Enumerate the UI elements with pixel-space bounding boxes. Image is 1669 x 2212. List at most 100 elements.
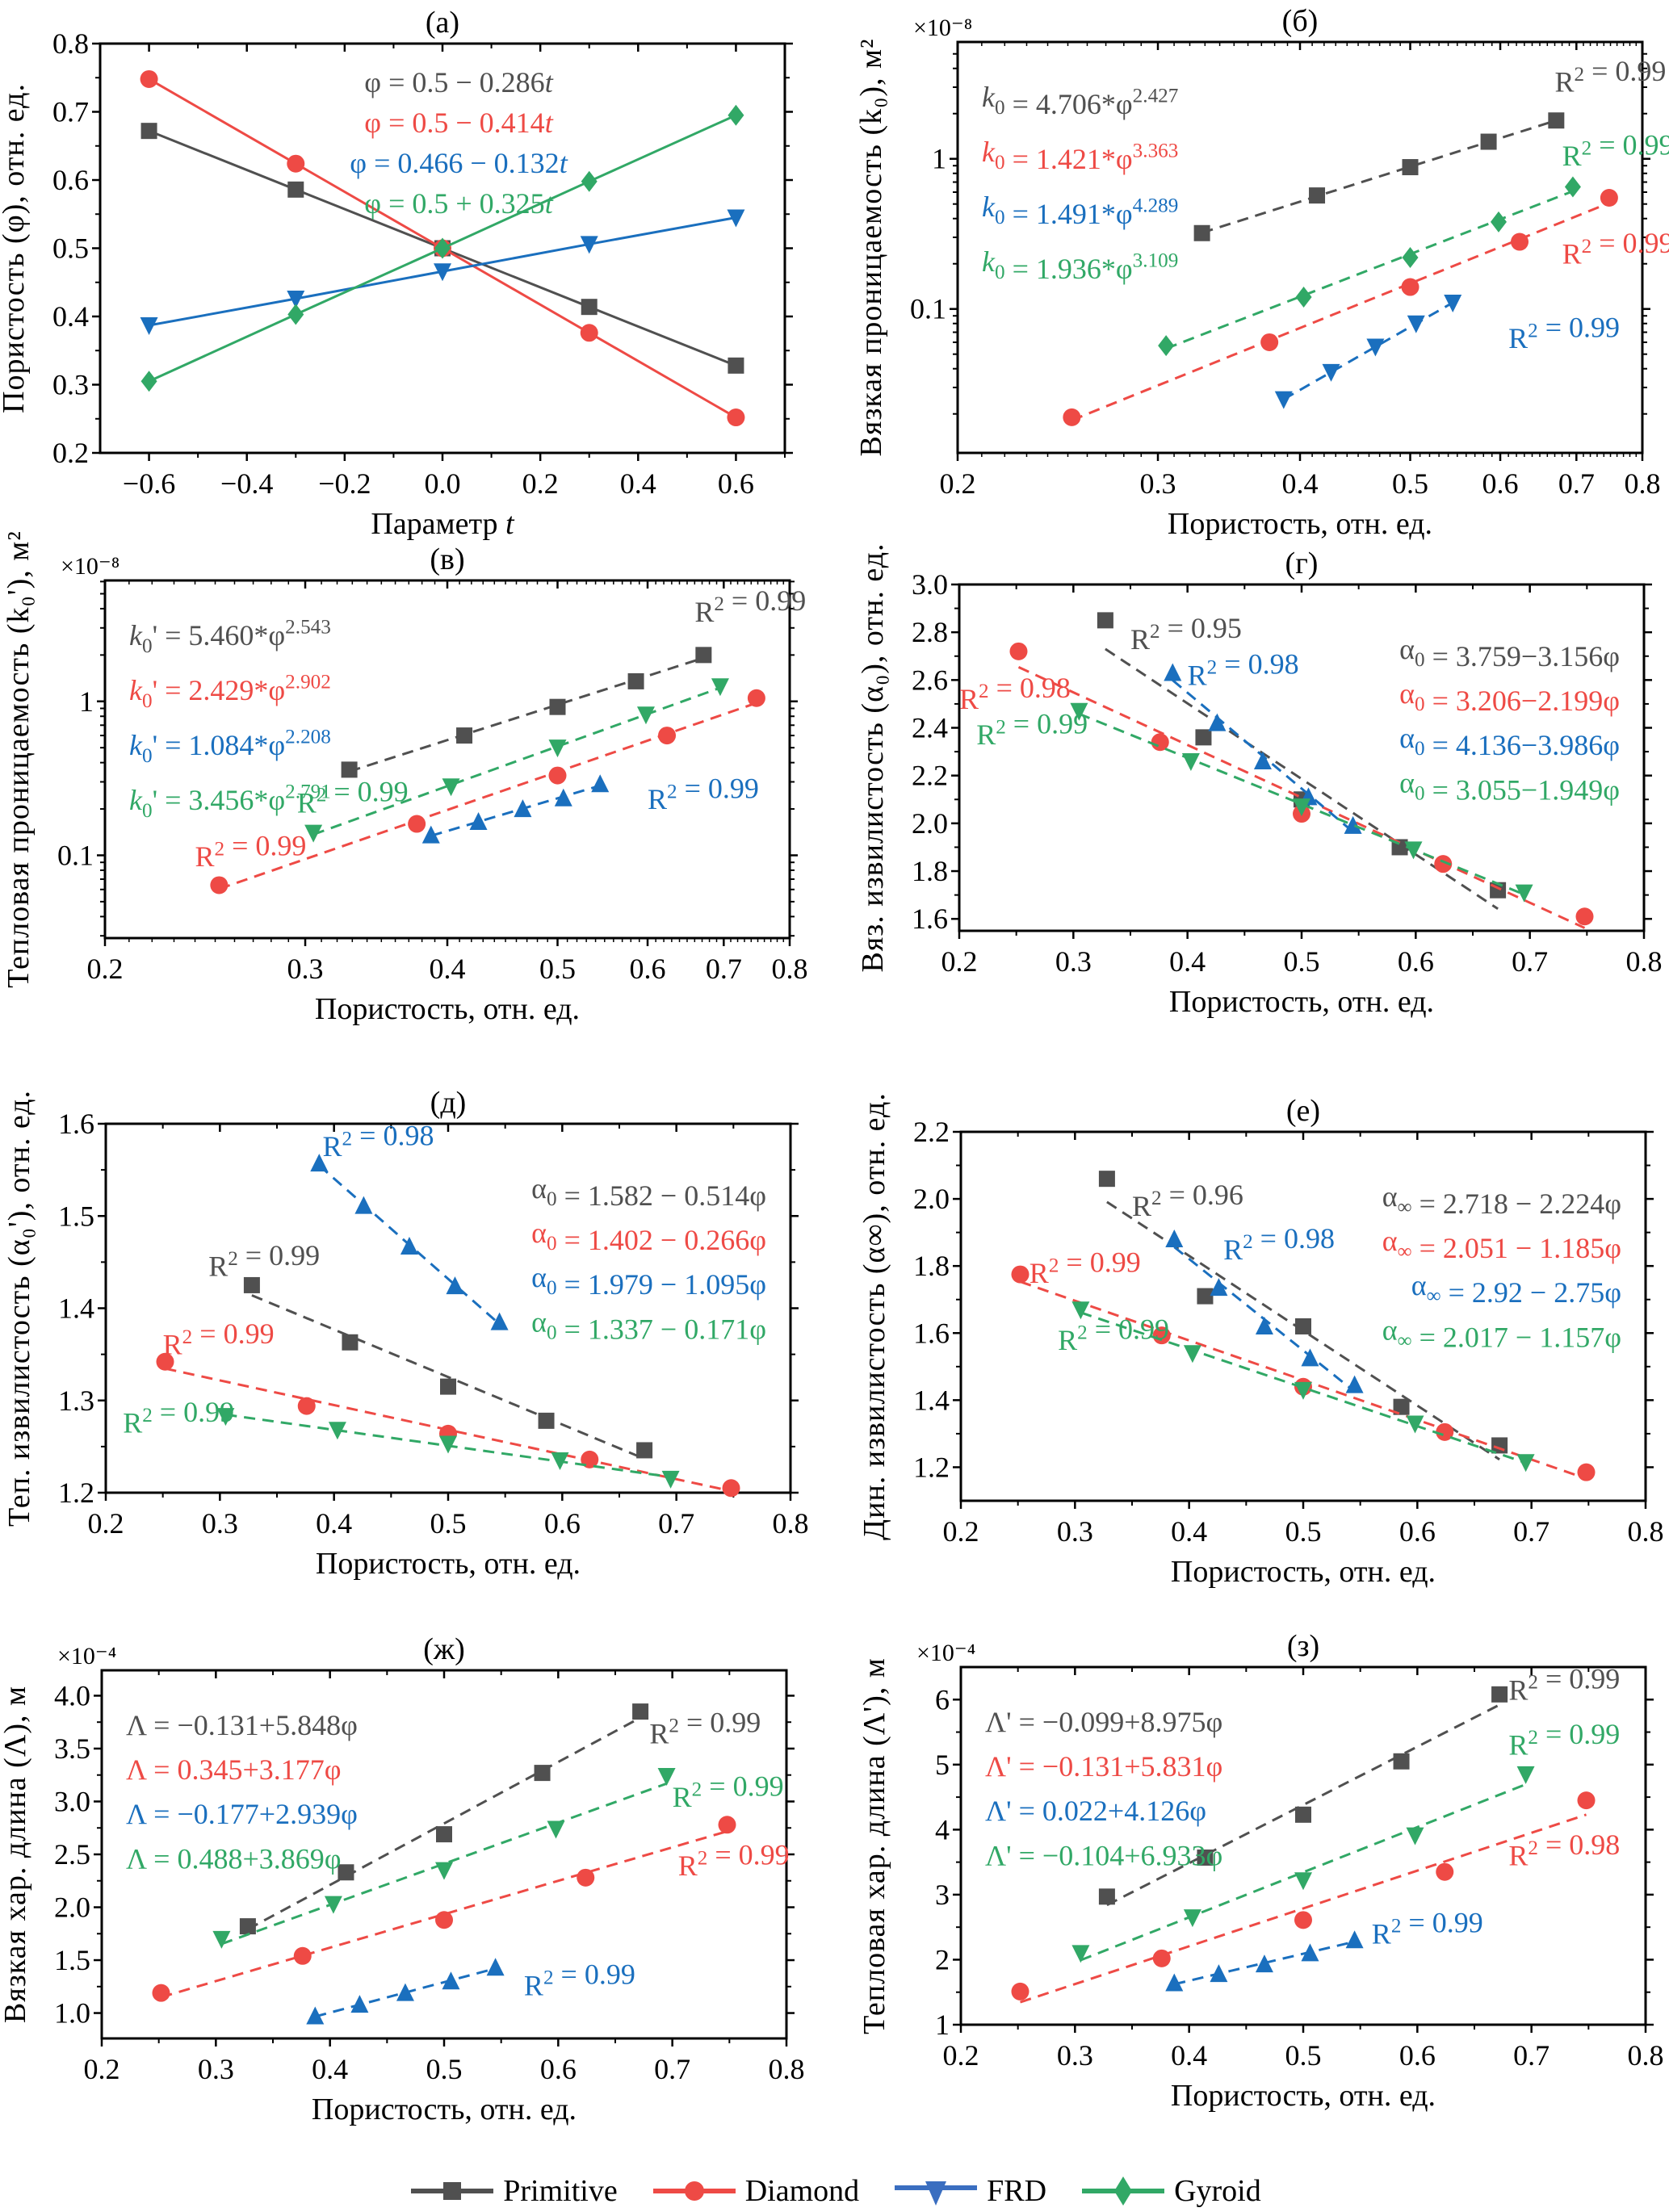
fit-line: [161, 1829, 728, 1999]
data-point: [538, 1412, 555, 1429]
r2-label: R2 = 0.98: [1188, 648, 1299, 692]
panel-label: (в): [430, 543, 464, 576]
data-point: [396, 1983, 414, 2001]
x-axis-label: Пористость, отн. ед.: [1169, 985, 1434, 1019]
equation-label: Λ' = −0.104+6.933φ: [985, 1839, 1222, 1871]
x-tick-label: 0.5: [539, 953, 576, 985]
r2-label: R2 = 0.99: [1508, 1718, 1620, 1762]
y-tick-label: 0.2: [52, 437, 89, 469]
legend-item-diamond: Diamond: [650, 2173, 859, 2209]
x-tick-label: 0.5: [430, 1507, 467, 1540]
data-point: [287, 181, 304, 198]
series-primitive: [1098, 1686, 1508, 1907]
equation-label: φ = 0.5 − 0.414t: [364, 107, 553, 139]
y-axis-label: Тепловая хар. длина (Λ'), м: [858, 1657, 891, 2034]
equation-label: α0 = 1.337 − 0.171φ: [531, 1305, 766, 1345]
x-tick-label: 0.8: [769, 2053, 805, 2085]
data-point: [400, 1236, 418, 1255]
data-point: [1309, 187, 1326, 204]
x-tick-label: 0.7: [658, 1507, 694, 1540]
fit-line: [430, 784, 601, 837]
data-point: [1260, 333, 1279, 351]
data-point: [1295, 1806, 1311, 1823]
data-point: [728, 357, 744, 374]
r2-label: R2 = 0.99: [1562, 227, 1669, 270]
x-tick-label: 0.3: [198, 2053, 234, 2085]
y-tick-label: 1.2: [913, 1451, 950, 1483]
data-point: [469, 811, 488, 830]
data-point: [306, 2006, 325, 2025]
y-tick-label: 3.0: [912, 568, 948, 601]
data-point: [1564, 176, 1581, 198]
data-point: [1011, 1982, 1029, 2000]
y-tick-label: 0.1: [910, 293, 946, 325]
equation-label: k0 = 1.421*φ3.363: [982, 136, 1178, 175]
fit-line: [220, 1782, 668, 1946]
x-tick-label: 0.8: [1625, 467, 1661, 500]
data-point: [1402, 159, 1419, 176]
data-point: [534, 1765, 551, 1782]
x-tick-label: 0.2: [943, 2039, 979, 2072]
axis-multiplier: ×10⁻⁸: [61, 553, 120, 580]
x-tick-label: 0.7: [1513, 1515, 1549, 1548]
panel-label: (д): [430, 1086, 467, 1120]
x-tick-label: 0.2: [88, 1507, 124, 1540]
series-frd: [421, 774, 610, 844]
legend-label: Diamond: [744, 2174, 860, 2208]
r2-label: R2 = 0.99: [163, 1318, 275, 1361]
data-point: [1165, 1229, 1184, 1247]
data-point: [1600, 189, 1618, 207]
data-point: [1183, 1909, 1201, 1928]
y-tick-label: 1.3: [58, 1385, 94, 1417]
y-tick-label: 1.6: [912, 903, 948, 935]
series-diamond: [152, 1816, 736, 2002]
data-point: [548, 739, 567, 758]
r2-label: R2 = 0.99: [648, 772, 759, 815]
x-tick-label: 0.6: [1399, 2039, 1436, 2072]
r2-label: R2 = 0.98: [1508, 1829, 1620, 1872]
data-point: [1255, 1954, 1273, 1973]
series-diamond: [1011, 1791, 1596, 2004]
data-point: [1208, 713, 1227, 731]
r2-label: R2 = 0.99: [1508, 1663, 1620, 1707]
y-tick-label: 2.2: [912, 760, 948, 792]
r2-label: R2 = 0.99: [1058, 1313, 1169, 1356]
data-point: [636, 706, 655, 725]
equation-label: α0 = 1.979 − 1.095φ: [531, 1261, 766, 1301]
x-axis-label: Параметр t: [371, 507, 515, 541]
data-point: [580, 236, 598, 254]
data-point: [1404, 841, 1423, 860]
x-tick-label: 0.7: [706, 953, 742, 985]
x-tick-label: −0.2: [318, 467, 371, 500]
equation-label: α0 = 1.402 − 0.266φ: [531, 1217, 766, 1256]
y-tick-label: 2.0: [912, 807, 948, 840]
y-tick-label: 1.6: [58, 1108, 94, 1140]
panel-label: (ж): [423, 1632, 465, 1666]
x-axis-label: Пористость, отн. ед.: [312, 2093, 577, 2126]
panel-label: (а): [426, 6, 459, 40]
r2-label: R2 = 0.99: [195, 829, 307, 873]
data-point: [1575, 907, 1594, 926]
fit-line: [247, 1716, 641, 1931]
equation-label: k0 = 1.491*φ4.289: [982, 191, 1178, 230]
data-point: [514, 799, 532, 818]
series-diamond: [1063, 189, 1618, 426]
panel-label: (з): [1287, 1629, 1319, 1663]
series-frd: [1274, 295, 1462, 409]
data-point: [548, 766, 567, 785]
data-point: [1294, 1911, 1312, 1929]
data-point: [1070, 702, 1088, 721]
series-primitive: [1193, 112, 1565, 241]
r2-label: R2 = 0.99: [1372, 1907, 1483, 1950]
x-tick-label: 0.3: [202, 1507, 238, 1540]
x-tick-label: 0.3: [1057, 1515, 1093, 1548]
legend-diamond-series-icon: [652, 2181, 736, 2201]
legend-gyroid-icon: [1082, 2176, 1165, 2206]
chart-panel-a: (а) −0.6 −0.4 −0.2 0.0 0.2 0.4 0.6 0.2 0.3 0.4 0.5 0…: [0, 6, 793, 541]
series-primitive: [243, 1276, 653, 1460]
chart-panel-zh: (ж) 0.2 0.3 0.4 0.5 0.6 0.7 0.8 1.0 1.5 2.0 2.5 3.0 3…: [0, 1632, 805, 2126]
y-tick-label: 0.6: [52, 164, 89, 196]
x-tick-label: 0.6: [544, 1507, 581, 1540]
data-point: [1255, 1316, 1273, 1334]
equation-label: φ = 0.466 − 0.132t: [350, 147, 568, 179]
